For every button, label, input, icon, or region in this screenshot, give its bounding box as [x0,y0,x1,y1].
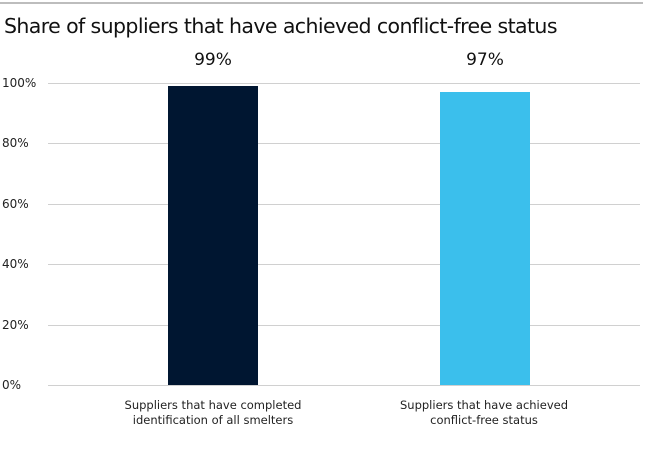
bar-1 [440,92,530,385]
y-tick-label: 40% [2,257,29,272]
bar-0 [168,86,258,385]
x-axis-label-1: Suppliers that have achieved conflict-fr… [374,398,594,428]
y-tick-label: 80% [2,136,29,151]
y-tick-label: 20% [2,317,29,332]
gridline [48,83,640,84]
y-tick-label: 0% [2,378,22,392]
y-tick-label: 100% [2,76,37,90]
value-label-1: 97% [466,50,504,70]
gridline [48,143,640,145]
x-label-line: Suppliers that have achieved [399,398,569,412]
plot-area: 0% 20% 40% 60% 80% 100% 99% 97% [2,50,640,392]
x-label-line: Suppliers that have completed [124,398,302,412]
x-axis-label-0: Suppliers that have completed identifica… [103,398,323,428]
gridline [48,324,640,326]
top-border [0,2,643,4]
gridline [48,385,640,386]
gridline [48,203,640,205]
gridline [48,264,640,266]
x-label-line: identification of all smelters [132,413,294,427]
y-tick-label: 60% [2,196,29,211]
chart-title: Share of suppliers that have achieved co… [4,14,558,38]
x-label-line: conflict-free status [430,413,538,427]
value-label-0: 99% [194,50,232,70]
